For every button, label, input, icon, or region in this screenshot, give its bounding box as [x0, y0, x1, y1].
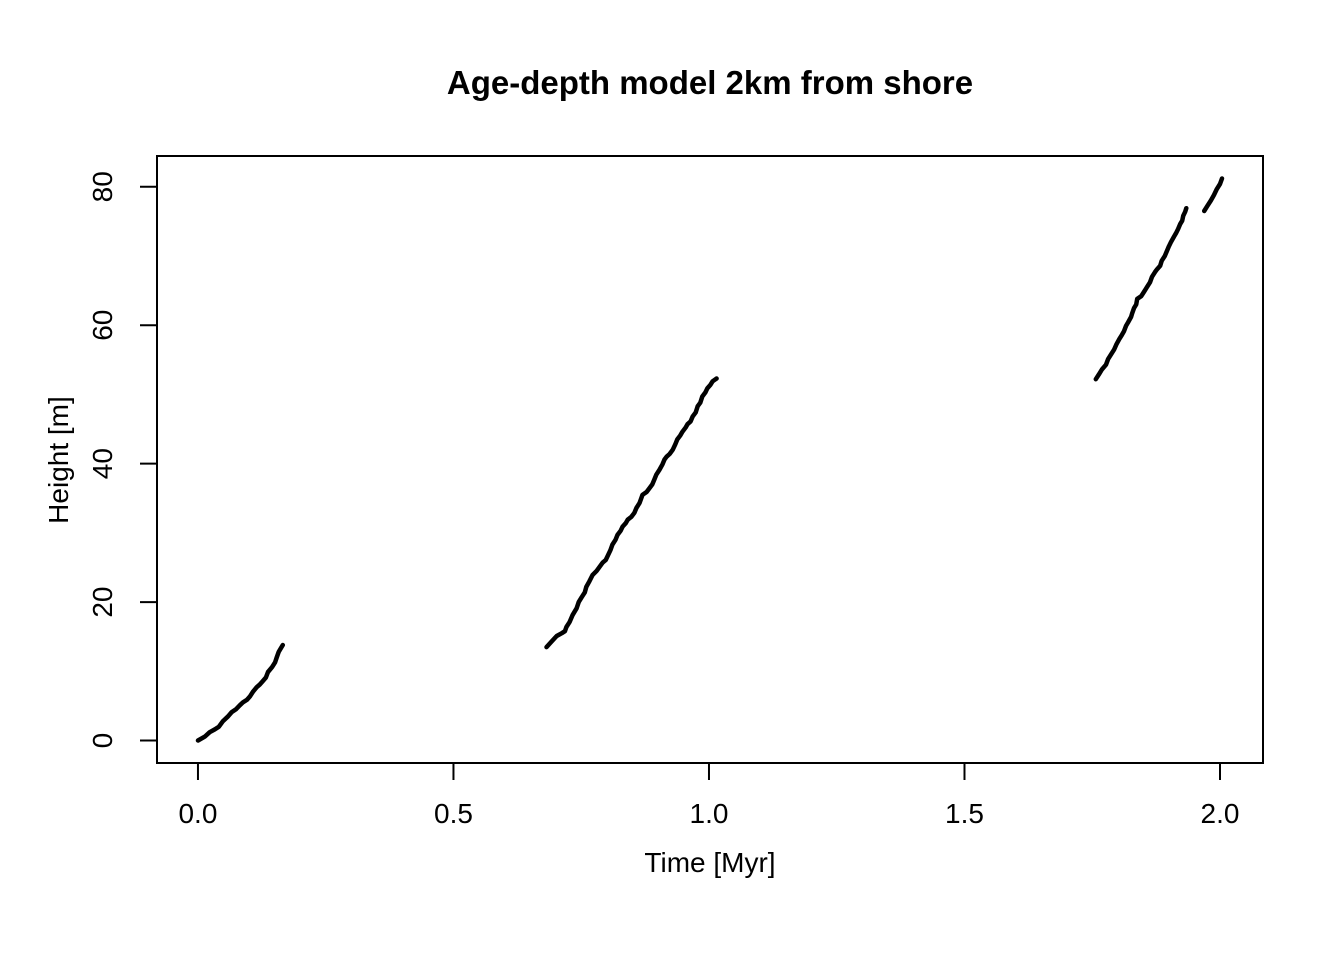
age-depth-line-segment-2 [544, 376, 719, 650]
x-axis-title: Time [Myr] [644, 847, 775, 878]
y-tick-label: 60 [87, 310, 118, 341]
x-tick-label: 1.0 [690, 798, 729, 829]
plot-box [156, 155, 1264, 764]
x-tick-label: 2.0 [1201, 798, 1240, 829]
y-tick-label: 80 [87, 171, 118, 202]
age-depth-line-segment-3 [1093, 205, 1189, 382]
age-depth-line-segment-4 [1201, 176, 1225, 214]
x-tick-label: 0.5 [434, 798, 473, 829]
y-tick-label: 20 [87, 587, 118, 618]
age-depth-line-segment-1 [195, 642, 286, 743]
y-axis-title: Height [m] [43, 396, 74, 524]
x-tick-label: 1.5 [945, 798, 984, 829]
y-tick-label: 40 [87, 448, 118, 479]
data-series-group [195, 176, 1225, 743]
y-tick-label: 0 [87, 733, 118, 749]
chart-title: Age-depth model 2km from shore [447, 64, 973, 101]
plot-frame [156, 155, 1264, 764]
x-axis: 0.0 0.5 1.0 1.5 2.0 [178, 763, 1239, 829]
y-axis: 0 20 40 60 80 [87, 171, 157, 748]
x-tick-label: 0.0 [178, 798, 217, 829]
